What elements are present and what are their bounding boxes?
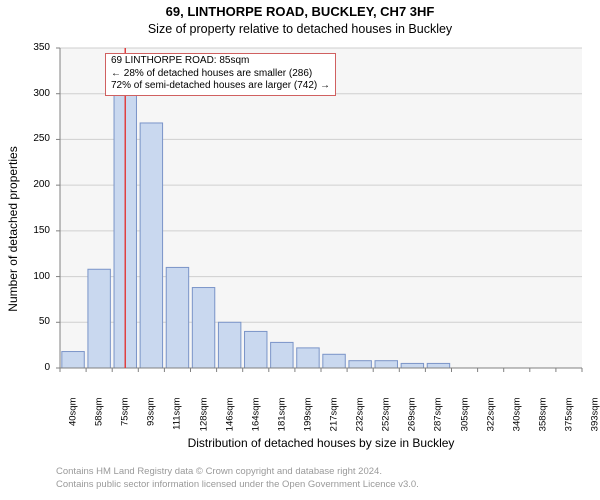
footnote-line1: Contains HM Land Registry data © Crown c… bbox=[56, 466, 586, 477]
y-tick-label: 100 bbox=[24, 271, 50, 282]
chart-title-sub: Size of property relative to detached ho… bbox=[0, 22, 600, 36]
y-tick-label: 250 bbox=[24, 133, 50, 144]
x-tick-label: 40sqm bbox=[68, 398, 79, 440]
x-tick-label: 269sqm bbox=[407, 398, 418, 440]
footnote-line2: Contains public sector information licen… bbox=[56, 479, 586, 490]
plot-area bbox=[56, 44, 586, 414]
x-tick-label: 146sqm bbox=[224, 398, 235, 440]
x-tick-label: 287sqm bbox=[433, 398, 444, 440]
x-tick-label: 340sqm bbox=[511, 398, 522, 440]
x-tick-label: 322sqm bbox=[485, 398, 496, 440]
x-tick-label: 217sqm bbox=[329, 398, 340, 440]
y-tick-label: 200 bbox=[24, 179, 50, 190]
chart-svg bbox=[56, 44, 586, 414]
x-tick-label: 93sqm bbox=[146, 398, 157, 440]
y-tick-label: 150 bbox=[24, 225, 50, 236]
annotation-line3: 72% of semi-detached houses are larger (… bbox=[111, 80, 330, 93]
x-tick-label: 199sqm bbox=[302, 398, 313, 440]
x-tick-label: 75sqm bbox=[120, 398, 131, 440]
x-tick-label: 305sqm bbox=[459, 398, 470, 440]
x-tick-label: 393sqm bbox=[590, 398, 600, 440]
y-axis-label: Number of detached properties bbox=[6, 44, 22, 414]
annotation-line1: 69 LINTHORPE ROAD: 85sqm bbox=[111, 55, 330, 68]
chart-title-address: 69, LINTHORPE ROAD, BUCKLEY, CH7 3HF bbox=[0, 4, 600, 19]
annotation-box: 69 LINTHORPE ROAD: 85sqm ← 28% of detach… bbox=[105, 53, 336, 96]
x-axis-label: Distribution of detached houses by size … bbox=[56, 436, 586, 450]
y-tick-label: 300 bbox=[24, 88, 50, 99]
y-tick-label: 50 bbox=[24, 316, 50, 327]
x-tick-label: 358sqm bbox=[537, 398, 548, 440]
x-tick-label: 111sqm bbox=[172, 398, 183, 440]
x-tick-label: 58sqm bbox=[94, 398, 105, 440]
x-tick-label: 232sqm bbox=[355, 398, 366, 440]
x-tick-label: 181sqm bbox=[276, 398, 287, 440]
x-tick-label: 252sqm bbox=[381, 398, 392, 440]
x-tick-label: 375sqm bbox=[563, 398, 574, 440]
annotation-line2: ← 28% of detached houses are smaller (28… bbox=[111, 68, 330, 81]
x-tick-label: 128sqm bbox=[198, 398, 209, 440]
chart-container: { "title_line1": "69, LINTHORPE ROAD, BU… bbox=[0, 0, 600, 500]
x-tick-label: 164sqm bbox=[250, 398, 261, 440]
y-tick-label: 0 bbox=[24, 362, 50, 373]
y-tick-label: 350 bbox=[24, 42, 50, 53]
